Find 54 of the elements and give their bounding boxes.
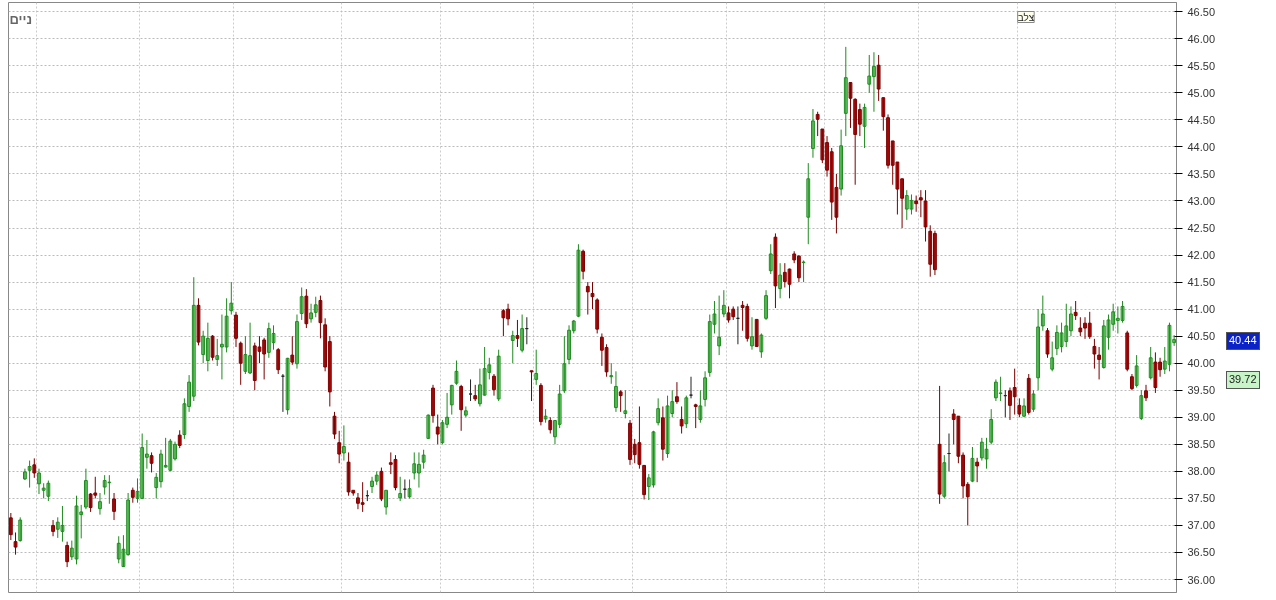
candlestick bbox=[454, 360, 459, 386]
y-tick-label: 46.50 bbox=[1187, 5, 1216, 18]
candlestick bbox=[998, 376, 1003, 402]
y-tick-label: 45.00 bbox=[1187, 86, 1216, 99]
y-tick-label: 43.00 bbox=[1187, 194, 1216, 207]
y-tick-label: 46.00 bbox=[1187, 32, 1216, 45]
text: 40.44 bbox=[1226, 332, 1260, 350]
y-tick-label: 37.50 bbox=[1187, 492, 1216, 505]
y-tick-label: 38.00 bbox=[1187, 465, 1216, 478]
y-tick-label: 45.50 bbox=[1187, 59, 1216, 72]
candlestick bbox=[210, 334, 215, 361]
y-tick-label: 40.50 bbox=[1187, 330, 1216, 343]
candlestick bbox=[848, 81, 853, 129]
candlestick bbox=[529, 370, 534, 402]
y-tick-label: 39.00 bbox=[1187, 411, 1216, 424]
candlestick bbox=[801, 259, 806, 283]
candlestick bbox=[60, 505, 65, 543]
y-tick-label: 39.50 bbox=[1187, 384, 1216, 397]
y-tick-label: 41.00 bbox=[1187, 303, 1216, 316]
y-tick-label: 36.00 bbox=[1187, 573, 1216, 586]
y-tick-label: 36.50 bbox=[1187, 546, 1216, 559]
candlestick bbox=[41, 482, 46, 499]
text: 39.72 bbox=[1226, 371, 1260, 389]
y-tick-label: 38.50 bbox=[1187, 438, 1216, 451]
annotation: צלב bbox=[1017, 11, 1035, 23]
y-tick-label: 42.00 bbox=[1187, 249, 1216, 262]
candlestick bbox=[665, 395, 670, 459]
candlestick bbox=[590, 281, 595, 310]
candlestick bbox=[271, 324, 276, 351]
candlestick bbox=[463, 405, 468, 418]
candlestick bbox=[74, 495, 79, 565]
candlestick bbox=[393, 454, 398, 491]
candlestick bbox=[1045, 327, 1050, 359]
candlestick bbox=[332, 411, 337, 440]
candlestick bbox=[515, 319, 520, 348]
y-tick-label: 37.00 bbox=[1187, 519, 1216, 532]
y-tick-label: 43.50 bbox=[1187, 167, 1216, 180]
annotation: ניים bbox=[9, 11, 32, 27]
y-tick-label: 40.00 bbox=[1187, 357, 1216, 370]
y-tick-label: 41.50 bbox=[1187, 276, 1216, 289]
candlestick bbox=[923, 189, 928, 243]
candlestick bbox=[473, 384, 478, 402]
candlestick bbox=[651, 430, 656, 489]
candlestick bbox=[909, 193, 914, 215]
candlestick bbox=[1167, 322, 1172, 372]
candlestick bbox=[970, 446, 975, 483]
y-tick-label: 44.50 bbox=[1187, 113, 1216, 126]
y-tick-label: 42.50 bbox=[1187, 222, 1216, 235]
candlestick bbox=[984, 437, 989, 470]
candlestick bbox=[196, 297, 201, 346]
candlestick bbox=[726, 305, 731, 324]
y-tick-label: 44.00 bbox=[1187, 140, 1216, 153]
candlestick bbox=[13, 531, 18, 556]
candlestick bbox=[787, 268, 792, 299]
